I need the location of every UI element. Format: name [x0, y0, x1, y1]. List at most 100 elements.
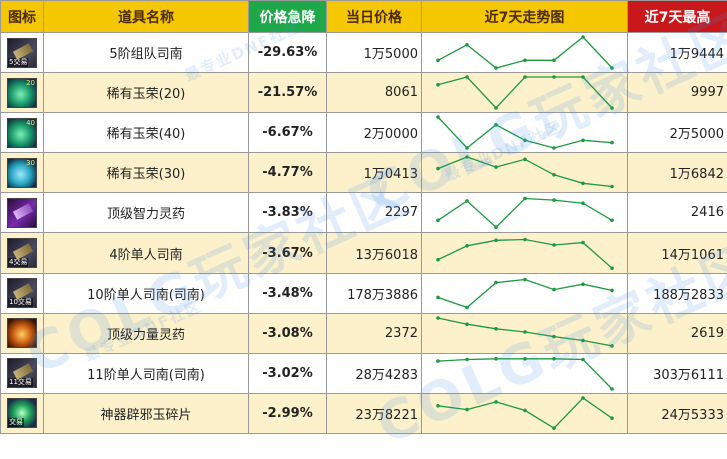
trend-line — [438, 117, 612, 148]
item-trend-cell — [422, 193, 628, 233]
trend-sparkline — [422, 234, 628, 273]
trend-point — [581, 182, 585, 186]
trend-point — [552, 75, 556, 79]
trend-point — [552, 199, 556, 203]
item-high-price: 2416 — [628, 193, 727, 233]
jade-blue-icon[interactable]: 30 — [7, 158, 37, 188]
trend-point — [465, 200, 469, 204]
item-today-price: 28万4283 — [327, 353, 422, 393]
trend-point — [436, 83, 440, 87]
trend-point — [552, 59, 556, 63]
jade-icon[interactable]: 20 — [7, 78, 37, 108]
item-trend-cell — [422, 233, 628, 273]
item-drop: -3.08% — [249, 313, 327, 353]
trend-sparkline — [422, 354, 628, 393]
trend-point — [465, 357, 469, 361]
trend-point — [494, 66, 498, 70]
item-name[interactable]: 顶级力量灵药 — [44, 313, 249, 353]
header-drop[interactable]: 价格急降 — [249, 1, 327, 33]
trend-point — [436, 316, 440, 320]
item-badge: 交易 — [8, 418, 24, 427]
item-name[interactable]: 4阶单人司南 — [44, 233, 249, 273]
item-badge: 10交易 — [8, 298, 33, 307]
trend-point — [494, 123, 498, 127]
trend-point — [581, 139, 585, 143]
trend-line — [438, 199, 612, 228]
item-icon-cell: 4交易 — [1, 233, 44, 273]
trend-point — [610, 66, 614, 70]
table-header-row: 图标 道具名称 价格急降 当日价格 近7天走势图 近7天最高 — [1, 1, 727, 33]
item-today-price: 13万6018 — [327, 233, 422, 273]
trend-point — [494, 327, 498, 331]
scroll-icon[interactable]: 4交易 — [7, 238, 37, 268]
trend-point — [494, 357, 498, 361]
trend-point — [436, 219, 440, 223]
item-high-price: 303万6111 — [628, 353, 727, 393]
trend-point — [436, 359, 440, 363]
trend-point — [523, 237, 527, 241]
trend-point — [552, 426, 556, 430]
trend-point — [610, 416, 614, 420]
header-today[interactable]: 当日价格 — [327, 1, 422, 33]
item-drop: -29.63% — [249, 33, 327, 73]
header-high[interactable]: 近7天最高 — [628, 1, 727, 33]
trend-point — [465, 146, 469, 150]
trend-point — [581, 357, 585, 361]
item-name[interactable]: 顶级智力灵药 — [44, 193, 249, 233]
item-level: 20 — [26, 79, 35, 88]
item-today-price: 2万0000 — [327, 113, 422, 153]
item-trend-cell — [422, 113, 628, 153]
trend-line — [438, 239, 612, 268]
item-trend-cell — [422, 73, 628, 113]
item-name[interactable]: 11阶单人司南(司南) — [44, 353, 249, 393]
trend-sparkline — [422, 33, 628, 72]
trend-point — [494, 166, 498, 170]
item-today-price: 178万3886 — [327, 273, 422, 313]
item-icon-cell: 40 — [1, 113, 44, 153]
item-drop: -4.77% — [249, 153, 327, 193]
item-icon-cell — [1, 313, 44, 353]
trend-point — [523, 197, 527, 201]
item-drop: -2.99% — [249, 393, 327, 433]
item-high-price: 2619 — [628, 313, 727, 353]
item-name[interactable]: 稀有玉荣(30) — [44, 153, 249, 193]
fragment-icon[interactable]: 交易 — [7, 398, 37, 428]
item-name[interactable]: 5阶组队司南 — [44, 33, 249, 73]
trend-point — [610, 387, 614, 391]
scroll-icon[interactable]: 11交易 — [7, 358, 37, 388]
trend-point — [552, 146, 556, 150]
trend-point — [523, 277, 527, 281]
trend-sparkline — [422, 153, 628, 192]
trend-point — [494, 400, 498, 404]
item-name[interactable]: 神器辟邪玉碎片 — [44, 393, 249, 433]
item-name[interactable]: 10阶单人司南(司南) — [44, 273, 249, 313]
trend-sparkline — [422, 274, 628, 313]
scroll-purple-icon[interactable] — [7, 198, 37, 228]
item-name[interactable]: 稀有玉荣(40) — [44, 113, 249, 153]
trend-point — [436, 257, 440, 261]
trend-point — [494, 280, 498, 284]
scroll-icon[interactable]: 10交易 — [7, 278, 37, 308]
potion-orange-icon[interactable] — [7, 318, 37, 348]
item-drop: -21.57% — [249, 73, 327, 113]
jade-icon[interactable]: 40 — [7, 118, 37, 148]
trend-point — [436, 404, 440, 408]
item-name[interactable]: 稀有玉荣(20) — [44, 73, 249, 113]
trend-point — [581, 240, 585, 244]
scroll-icon[interactable]: 5交易 — [7, 38, 37, 68]
trend-point — [523, 158, 527, 162]
item-icon-cell: 10交易 — [1, 273, 44, 313]
item-drop: -3.83% — [249, 193, 327, 233]
trend-line — [438, 77, 612, 108]
